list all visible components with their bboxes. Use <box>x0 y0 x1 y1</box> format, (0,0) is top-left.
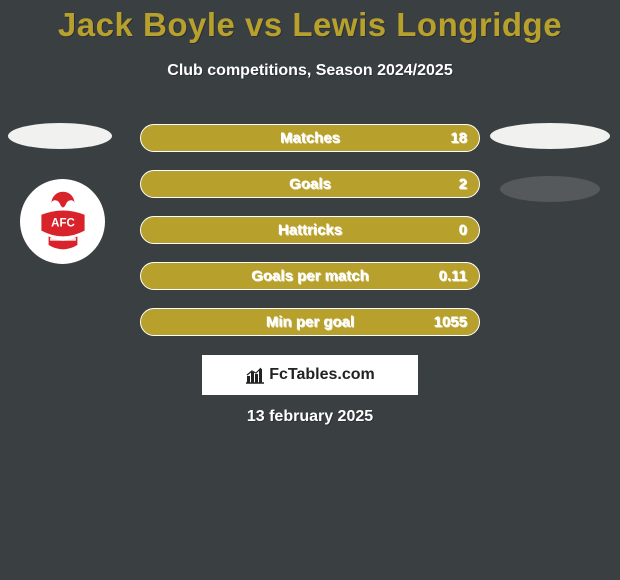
bar-chart-icon <box>245 366 265 384</box>
stat-bar-value: 0 <box>459 222 467 239</box>
stat-bar: Hattricks 0 <box>140 216 480 244</box>
season-subtitle: Club competitions, Season 2024/2025 <box>0 62 620 80</box>
svg-text:AFC: AFC <box>51 217 75 229</box>
infographic-stage: Jack Boyle vs Lewis Longridge Club compe… <box>0 0 620 580</box>
stat-bar-label: Hattricks <box>278 222 342 239</box>
fctables-attribution: FcTables.com <box>202 355 418 395</box>
stat-bar: Goals per match 0.11 <box>140 262 480 290</box>
club-badge-icon: AFC <box>27 186 99 258</box>
left-team-oval-1 <box>8 123 112 149</box>
club-badge: AFC <box>20 179 105 264</box>
stat-bar-label: Min per goal <box>266 314 354 331</box>
right-team-oval-2 <box>500 176 600 202</box>
stat-bar-value: 18 <box>450 130 467 147</box>
stat-bar: Matches 18 <box>140 124 480 152</box>
stat-bar-label: Matches <box>280 130 340 147</box>
stat-bars: Matches 18 Goals 2 Hattricks 0 Goals per match… <box>140 124 480 354</box>
stat-bar-value: 0.11 <box>439 268 467 285</box>
stat-bar-label: Goals per match <box>251 268 369 285</box>
right-team-oval-1 <box>490 123 610 149</box>
date-line: 13 february 2025 <box>0 408 620 426</box>
stat-bar-label: Goals <box>289 176 331 193</box>
stat-bar: Goals 2 <box>140 170 480 198</box>
comparison-title: Jack Boyle vs Lewis Longridge <box>0 6 620 44</box>
fctables-text: FcTables.com <box>269 366 375 384</box>
stat-bar: Min per goal 1055 <box>140 308 480 336</box>
stat-bar-value: 2 <box>459 176 467 193</box>
stat-bar-value: 1055 <box>434 314 467 331</box>
